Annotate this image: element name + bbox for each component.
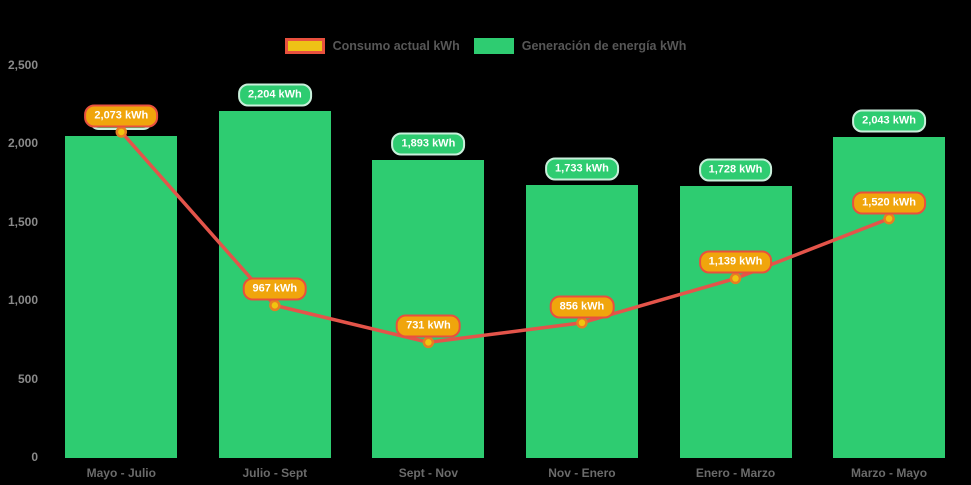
generation-bar — [833, 136, 946, 458]
legend-swatch-icon — [473, 38, 514, 54]
x-axis-category-label: Sept - Nov — [398, 466, 459, 480]
legend-label: Consumo actual kWh — [332, 39, 460, 53]
legend-label: Generación de energía kWh — [521, 39, 687, 53]
generation-value-label: 1,733 kWh — [545, 157, 619, 181]
legend-item-generacion-energia[interactable]: Generación de energía kWh — [473, 38, 687, 54]
legend-item-consumo-actual[interactable]: Consumo actual kWh — [284, 38, 460, 54]
y-axis-tick-label: 2,500 — [7, 58, 38, 72]
y-axis-tick-label: 0 — [31, 450, 38, 464]
consumption-value-label: 1,520 kWh — [852, 191, 926, 215]
y-axis-tick-label: 1,500 — [7, 214, 38, 229]
generation-value-label: 2,204 kWh — [237, 83, 312, 107]
x-axis-category-label: Enero - Marzo — [695, 466, 776, 480]
generation-value-label: 2,043 kWh — [852, 109, 926, 133]
consumption-value-label: 856 kWh — [549, 295, 615, 319]
generation-bar — [372, 160, 485, 458]
generation-bar — [65, 135, 178, 458]
x-axis-category-label: Marzo - Mayo — [851, 466, 928, 480]
generation-bar — [679, 186, 792, 458]
consumption-value-label: 2,073 kWh — [84, 104, 159, 128]
y-axis-tick-label: 1,000 — [7, 293, 38, 308]
x-axis-category-label: Julio - Sept — [242, 466, 308, 480]
generation-value-label: 1,728 kWh — [698, 158, 773, 182]
consumption-value-label: 1,139 kWh — [698, 250, 773, 274]
y-axis-tick-label: 2,000 — [7, 136, 38, 151]
x-axis-category-label: Mayo - Julio — [86, 466, 156, 480]
chart-legend: Consumo actual kWh Generación de energía … — [0, 38, 971, 54]
legend-swatch-icon — [284, 38, 325, 54]
x-axis-category-label: Nov - Enero — [548, 466, 616, 480]
generation-bar — [525, 185, 638, 458]
y-axis-tick-label: 500 — [17, 371, 38, 386]
consumption-value-label: 731 kWh — [396, 314, 461, 338]
consumption-value-label: 967 kWh — [242, 277, 308, 301]
generation-value-label: 1,893 kWh — [391, 132, 466, 156]
